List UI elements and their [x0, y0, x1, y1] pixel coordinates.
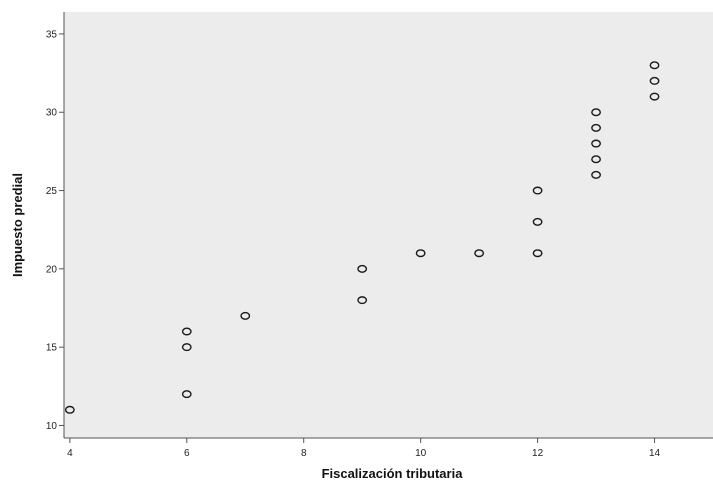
data-point — [591, 139, 601, 148]
x-tick-label: 10 — [415, 448, 427, 459]
x-axis-title: Fiscalización tributaria — [322, 466, 464, 481]
data-point — [649, 76, 660, 85]
data-point — [649, 92, 660, 101]
y-axis-title: Impuesto predial — [10, 173, 25, 277]
plot-area — [64, 12, 713, 438]
data-point — [591, 123, 601, 132]
y-tick-label: 35 — [46, 29, 58, 40]
y-tick-label: 30 — [46, 108, 58, 119]
y-tick-label: 25 — [46, 186, 58, 197]
data-point — [591, 170, 601, 179]
x-tick-label: 14 — [649, 448, 661, 459]
data-point — [240, 311, 251, 320]
data-point — [181, 343, 192, 352]
y-tick-label: 20 — [46, 264, 58, 275]
x-axis: 4 6 8 10 12 14 — [67, 438, 661, 459]
y-tick-label: 15 — [46, 343, 58, 354]
x-tick-label: 8 — [301, 448, 307, 459]
data-point — [415, 249, 426, 258]
y-tick-label: 10 — [46, 421, 58, 432]
data-point — [591, 155, 601, 164]
data-point — [357, 264, 368, 273]
data-point — [181, 327, 192, 336]
data-point — [532, 186, 543, 195]
x-tick-label: 12 — [532, 448, 544, 459]
data-point — [474, 249, 485, 258]
data-point — [532, 249, 543, 258]
data-point — [649, 61, 660, 70]
data-points — [64, 61, 660, 414]
data-point — [591, 108, 601, 117]
data-point — [532, 217, 543, 226]
x-tick-label: 4 — [67, 448, 73, 459]
y-axis: 10 15 20 25 30 35 — [46, 29, 64, 432]
data-point — [64, 405, 75, 414]
data-point — [181, 390, 192, 399]
x-tick-label: 6 — [184, 448, 190, 459]
data-point — [357, 296, 368, 305]
